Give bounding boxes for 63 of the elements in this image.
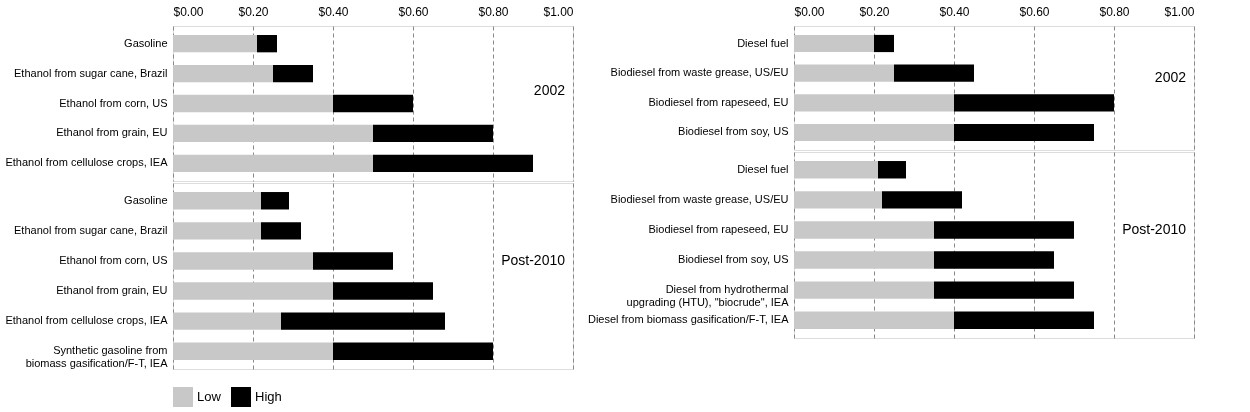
bar <box>878 161 906 179</box>
y-tick-label: Biodiesel from rapeseed, EU <box>648 95 789 108</box>
bar <box>261 222 301 240</box>
bar <box>261 192 289 210</box>
y-tick-label: Gasoline <box>124 36 168 49</box>
bar <box>333 342 493 360</box>
y-tick-label: Diesel fuel <box>737 36 789 49</box>
y-tick-label: Biodiesel from soy, US <box>678 253 789 266</box>
y-tick-label: Biodiesel from waste grease, US/EU <box>610 192 789 205</box>
y-tick-label: Diesel from hydrothermal upgrading (HTU), "biocrude", IEA <box>626 283 790 309</box>
bar <box>173 342 333 360</box>
x-tick-label: $0.60 <box>1019 4 1050 19</box>
y-tick-label: Ethanol from grain, EU <box>56 126 168 139</box>
x-tick-label: $0.00 <box>173 4 204 19</box>
x-tick-label: $0.80 <box>1099 4 1130 19</box>
y-tick-label: Biodiesel from soy, US <box>678 125 789 138</box>
bar <box>794 191 882 209</box>
y-tick-label: Ethanol from cellulose crops, IEA <box>5 156 169 169</box>
bar <box>173 222 261 240</box>
legend-label: High <box>255 389 282 404</box>
annotation: Post-2010 <box>501 252 566 269</box>
bar <box>794 281 934 299</box>
bar <box>794 221 934 239</box>
x-tick-label: $1.00 <box>543 4 574 19</box>
y-tick-label: Ethanol from corn, US <box>59 253 168 266</box>
bar <box>173 252 313 270</box>
bar <box>794 251 934 269</box>
bar <box>173 192 261 210</box>
x-tick-label: $0.80 <box>478 4 509 19</box>
y-tick-label: Diesel from biomass gasification/F-T, IEA <box>587 313 790 326</box>
x-tick-label: $1.00 <box>1164 4 1195 19</box>
x-tick-label: $0.00 <box>794 4 825 19</box>
bar <box>281 312 445 330</box>
bar <box>333 282 433 300</box>
y-tick-label: Ethanol from grain, EU <box>56 284 168 297</box>
y-tick-label: Biodiesel from waste grease, US/EU <box>610 66 789 79</box>
bar <box>882 191 962 209</box>
bar <box>954 311 1094 329</box>
bar <box>934 251 1054 269</box>
y-tick-label: Ethanol from sugar cane, Brazil <box>14 223 168 236</box>
y-tick-label: Biodiesel from rapeseed, EU <box>648 222 789 235</box>
y-tick-label: Ethanol from cellulose crops, IEA <box>5 314 169 327</box>
y-tick-label: Ethanol from corn, US <box>59 96 168 109</box>
bar <box>173 282 333 300</box>
legend-label: Low <box>197 389 222 404</box>
annotation: 2002 <box>1154 69 1187 86</box>
x-tick-label: $0.40 <box>318 4 349 19</box>
x-tick-label: $0.40 <box>939 4 970 19</box>
bar <box>794 161 878 179</box>
y-tick-label: Gasoline <box>124 193 168 206</box>
y-tick-label: Diesel fuel <box>737 162 789 175</box>
bar <box>934 221 1074 239</box>
annotation: Post-2010 <box>1122 221 1187 238</box>
x-tick-label: $0.20 <box>238 4 269 19</box>
bar <box>173 312 281 330</box>
bar <box>794 311 954 329</box>
annotation: 2002 <box>533 82 566 99</box>
bar <box>313 252 393 270</box>
x-tick-label: $0.60 <box>398 4 429 19</box>
y-tick-label: Ethanol from sugar cane, Brazil <box>14 66 168 79</box>
x-tick-label: $0.20 <box>859 4 890 19</box>
bar <box>934 281 1074 299</box>
y-tick-label: Synthetic gasoline from biomass gasification/F-T, IEA <box>25 344 169 370</box>
